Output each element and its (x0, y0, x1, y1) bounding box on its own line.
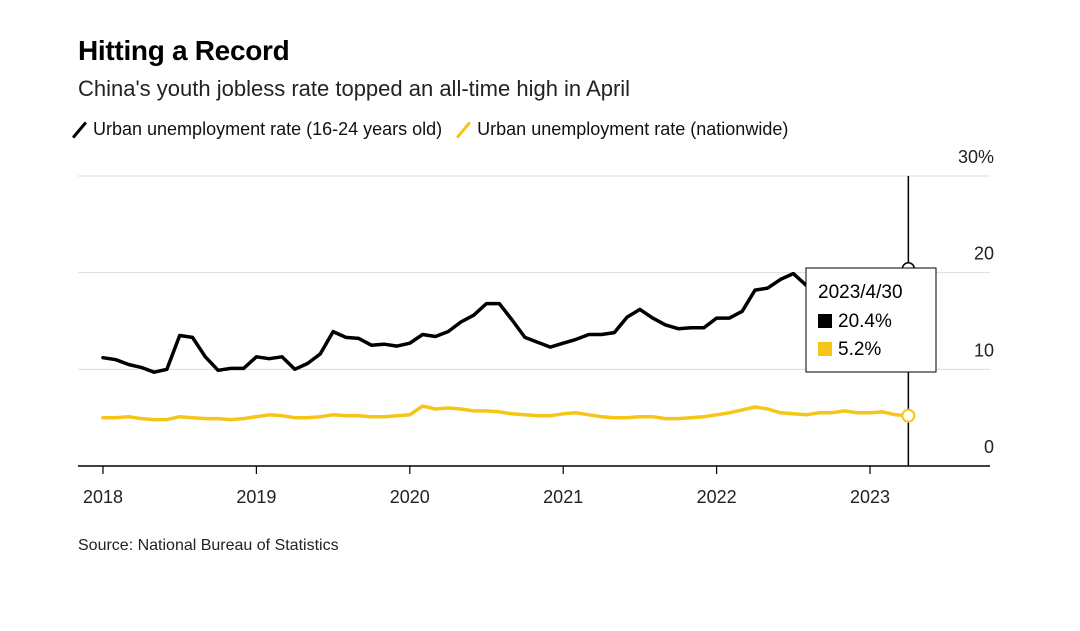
legend-label-nationwide: Urban unemployment rate (nationwide) (477, 119, 789, 139)
x-tick-label: 2023 (850, 487, 890, 507)
chart-title: Hitting a Record (78, 35, 290, 66)
line-nationwide (101, 404, 911, 422)
tooltip-swatch-nationwide (818, 342, 832, 356)
line-youth (101, 267, 911, 374)
x-tick-label: 2020 (390, 487, 430, 507)
tooltip-date: 2023/4/30 (818, 282, 903, 303)
y-tick-label: 20 (974, 244, 994, 264)
x-tick-label: 2021 (543, 487, 583, 507)
x-tick-label: 2019 (236, 487, 276, 507)
x-tick-label: 2022 (697, 487, 737, 507)
tooltip-value-youth: 20.4% (838, 311, 892, 332)
legend-label-youth: Urban unemployment rate (16-24 years old… (93, 119, 443, 139)
chart-legend: Urban unemployment rate (16-24 years old… (71, 119, 808, 140)
tooltip-swatch-youth (818, 314, 832, 328)
chart-subtitle: China's youth jobless rate topped an all… (78, 76, 631, 101)
y-tick-label: 10 (974, 340, 994, 360)
legend-item-youth[interactable]: Urban unemployment rate (16-24 years old… (71, 119, 443, 140)
tooltip-value-nationwide: 5.2% (838, 339, 881, 360)
x-tick-label: 2018 (83, 487, 123, 507)
legend-item-nationwide[interactable]: Urban unemployment rate (nationwide) (456, 119, 789, 140)
source-note: Source: National Bureau of Statistics (78, 537, 339, 554)
y-tick-label: 0 (984, 437, 994, 457)
point-marker-nationwide (901, 408, 916, 423)
y-tick-label: 30% (958, 147, 994, 167)
